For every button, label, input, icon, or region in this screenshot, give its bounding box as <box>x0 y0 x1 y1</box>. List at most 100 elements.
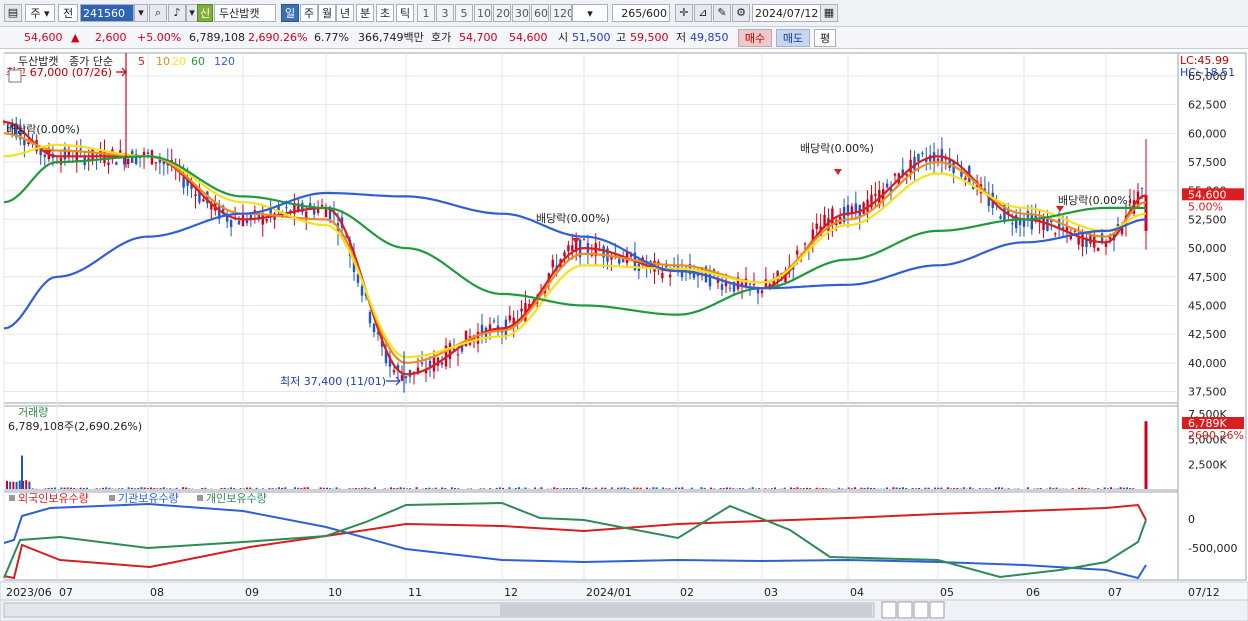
institution-holding-line <box>3 502 1147 580</box>
period-tab-6[interactable]: 틱 <box>396 4 414 22</box>
volume-bar <box>956 487 959 489</box>
candle-body <box>696 273 700 276</box>
volume-bar <box>652 487 655 489</box>
candle-body <box>372 323 376 333</box>
period-tab-0[interactable]: 일 <box>281 4 299 22</box>
search-icon[interactable]: ⌕ <box>149 4 167 22</box>
volume-bar <box>268 487 271 489</box>
candle-body <box>905 173 908 176</box>
candle-body <box>301 202 304 213</box>
interval-button-3[interactable]: 10 <box>474 4 492 22</box>
volume-bar <box>393 488 396 489</box>
speaker-icon[interactable]: ♪ <box>168 4 186 22</box>
open-value: 51,500 <box>572 31 611 44</box>
period-tab-2[interactable]: 월 <box>318 4 336 22</box>
gear-icon[interactable]: ⚙ <box>732 4 750 22</box>
volume-bar <box>50 487 53 489</box>
chart-type-label: 주 <box>30 7 41 20</box>
volume-bar <box>588 488 591 489</box>
volume-bar <box>892 487 895 489</box>
volume-bar <box>159 488 162 489</box>
interval-button-5[interactable]: 30 <box>512 4 530 22</box>
candle-body <box>756 287 760 294</box>
x-tick-label: 08 <box>150 586 164 599</box>
calendar-icon[interactable]: ▦ <box>820 4 838 22</box>
dividend-label: 배당락(0.00%) <box>800 142 874 155</box>
volume-y-tick: 5,000K <box>1188 433 1227 446</box>
candle-body <box>668 274 672 278</box>
volume-value-label: 6,789,108주(2,690.26%) <box>8 420 142 433</box>
scroll-control-0 <box>881 601 897 619</box>
x-tick-label: 12 <box>504 586 518 599</box>
candle-body <box>1100 233 1104 243</box>
volume-bar <box>1129 488 1132 489</box>
candle-body <box>162 159 166 165</box>
period-tab-1[interactable]: 주 <box>300 4 318 22</box>
candle-body <box>831 208 834 226</box>
candle-body <box>870 194 873 208</box>
chevron-down-icon[interactable]: ▾ <box>134 4 148 22</box>
period-tab-5[interactable]: 초 <box>376 4 394 22</box>
period-tab-3[interactable]: 년 <box>336 4 354 22</box>
candle-body <box>19 126 22 140</box>
candle-body <box>716 278 720 283</box>
stock-code-input[interactable]: 241560 <box>80 4 134 22</box>
volume-bar <box>553 487 556 489</box>
volume-bar <box>428 487 431 489</box>
interval-button-7[interactable]: 120 <box>550 4 572 22</box>
candle-body <box>63 147 67 160</box>
interval-button-2[interactable]: 5 <box>455 4 473 22</box>
volume-bar <box>1078 487 1080 489</box>
period-tab-4[interactable]: 분 <box>356 4 374 22</box>
volume-bar <box>633 487 636 489</box>
candle-body <box>752 284 756 286</box>
volume-bar <box>809 488 812 489</box>
sell-button[interactable]: 매도 <box>776 29 810 47</box>
interval-custom-select[interactable]: ▾ <box>572 4 608 22</box>
draw-icon[interactable]: ✎ <box>713 4 731 22</box>
chart-menu-icon[interactable]: ▤ <box>4 4 22 22</box>
date-field[interactable]: 2024/07/12 <box>752 4 822 22</box>
chart-type-select[interactable]: 주 ▾ <box>25 4 55 22</box>
candle-body <box>885 183 889 188</box>
candle-body <box>312 209 316 215</box>
candle-body <box>999 216 1002 219</box>
volume-bar <box>95 488 98 489</box>
ruler-icon[interactable]: ⊿ <box>694 4 712 22</box>
interval-button-4[interactable]: 20 <box>493 4 511 22</box>
volume-bar <box>985 488 988 489</box>
candle-body <box>127 158 130 165</box>
price-y-tick: 57,500 <box>1188 156 1227 169</box>
dividend-label: 배당락(0.00%) <box>1058 194 1132 207</box>
ma-legend-5: 5 <box>138 55 145 68</box>
volume-bar <box>326 487 328 489</box>
candle-body <box>448 343 452 360</box>
candle-body <box>728 287 732 289</box>
volume-bar <box>444 487 447 489</box>
candle-body <box>724 281 728 287</box>
volume-bar <box>495 487 498 489</box>
volume-bar <box>940 487 943 489</box>
bar-count-field[interactable]: 265/600 <box>612 4 670 22</box>
volume-bar <box>988 488 991 489</box>
volume-bar <box>818 488 821 489</box>
interval-button-1[interactable]: 3 <box>436 4 454 22</box>
candle-body <box>909 159 912 173</box>
crosshair-icon[interactable]: ✛ <box>675 4 693 22</box>
candle-body <box>1140 187 1144 189</box>
candle-body <box>1007 209 1010 214</box>
extra-button[interactable]: 평 <box>814 29 836 47</box>
min-label: 최저 37,400 (11/01) <box>280 375 386 388</box>
volume-bar <box>1126 487 1128 489</box>
candle-body <box>582 239 586 241</box>
buy-button[interactable]: 매수 <box>738 29 772 47</box>
volume-bar <box>303 487 306 489</box>
interval-button-6[interactable]: 60 <box>531 4 549 22</box>
interval-button-0[interactable]: 1 <box>417 4 435 22</box>
prefix-button[interactable]: 전 <box>58 4 78 22</box>
volume-bar <box>927 487 930 489</box>
volume-bar <box>870 488 872 489</box>
volume-bar <box>738 488 741 489</box>
